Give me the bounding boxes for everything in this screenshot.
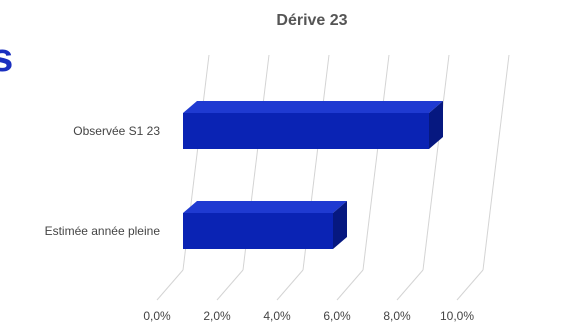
gridline-floor-3 (336, 269, 364, 301)
slide-heading-fragment: s (0, 36, 14, 80)
category-label-0: Observée S1 23 (73, 124, 160, 138)
gridline-floor-0 (156, 269, 184, 301)
x-tick-label-1: 2,0% (203, 309, 231, 323)
chart-title: Dérive 23 (276, 12, 347, 29)
x-tick-label-3: 6,0% (323, 309, 351, 323)
chart-bars (183, 101, 443, 249)
category-label-1: Estimée année pleine (45, 224, 161, 238)
x-tick-label-2: 4,0% (263, 309, 291, 323)
gridline-floor-2 (276, 269, 304, 301)
x-tick-label-0: 0,0% (143, 309, 171, 323)
bar-1 (183, 213, 333, 249)
bar-0 (183, 113, 429, 149)
bar-top-0 (183, 101, 443, 113)
gridline-floor-5 (456, 269, 484, 301)
bar-side-0 (429, 101, 443, 149)
gridline-3 (362, 54, 390, 271)
gridline-4 (422, 54, 450, 271)
gridline-floor-4 (396, 269, 424, 301)
x-tick-label-4: 8,0% (383, 309, 411, 323)
chart-gridlines (156, 54, 510, 301)
chart-x-tick-labels: 0,0% 2,0% 4,0% 6,0% 8,0% 10,0% (143, 309, 474, 323)
bar-side-1 (333, 201, 347, 249)
chart-category-labels: Observée S1 23 Estimée année pleine (45, 124, 161, 238)
bar-top-1 (183, 201, 347, 213)
gridline-floor-1 (216, 269, 244, 301)
gridline-5 (482, 54, 510, 271)
x-tick-label-5: 10,0% (440, 309, 474, 323)
